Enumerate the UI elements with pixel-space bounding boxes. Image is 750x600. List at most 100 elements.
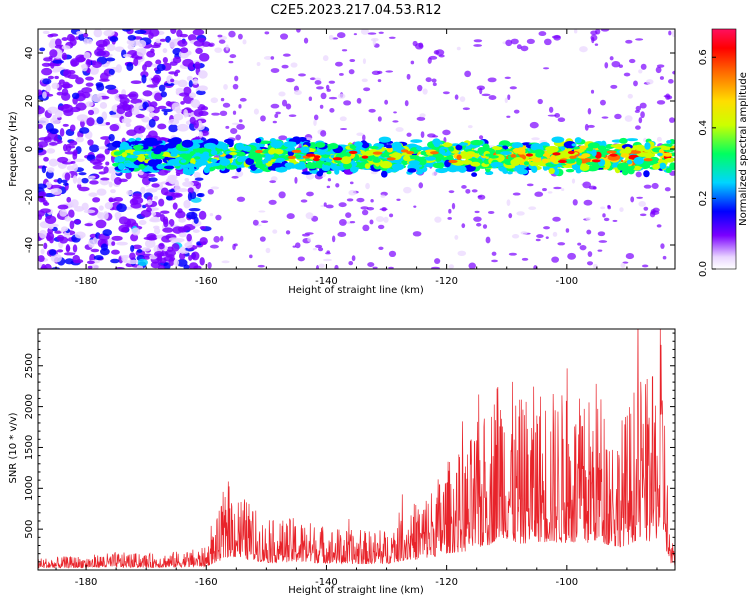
spectrogram-cell [81,63,88,72]
spectrogram-cell [133,57,139,67]
spectrogram-cell [625,39,633,44]
spectrogram-cell [581,153,591,158]
spectrogram-cell [64,258,75,265]
spectrogram-cell [547,114,557,117]
spectrogram-cell [110,189,116,194]
spectrogram-cell [76,114,89,122]
spectrogram-cell [230,127,238,135]
spectrogram-cell [378,136,392,143]
spectrogram-cell [215,142,228,149]
spectrogram-cell [388,36,396,39]
spectrogram-cell [643,158,653,162]
spectrogram-cell [327,178,332,182]
spectrogram-cell [72,175,78,184]
spectrogram-cell [448,146,455,152]
spectrogram-cell [601,116,609,119]
spectrogram-cell [547,191,553,194]
spectrogram-cell [47,75,55,80]
spectrogram-x-tick-label: -120 [435,276,458,287]
snr-y-tick-label: 1000 [24,476,35,501]
spectrogram-cell [339,116,347,122]
spectrogram-cell [367,32,377,35]
spectrogram-cell [141,176,151,186]
spectrogram-cell [590,89,595,94]
spectrogram-cell [85,82,94,87]
spectrogram-cell [130,141,140,145]
spectrogram-cell [199,257,205,266]
spectrogram-cell [41,165,47,174]
spectrogram-y-ticks: -40 -20 0 20 40 [24,47,675,253]
spectrogram-cell [268,148,275,155]
colorbar-gradient [711,28,737,270]
spectrogram-cell [193,265,202,269]
spectrogram-cell [629,150,638,154]
spectrogram-cell [658,148,665,154]
spectrogram-cell [61,52,68,61]
spectrogram-cell [646,79,654,85]
spectrogram-cell [64,151,76,155]
spectrogram-cell [218,39,226,44]
spectrogram-cell [633,80,638,87]
spectrogram-cell [83,38,89,45]
snr-x-label: Height of straight line (km) [288,585,424,596]
spectrogram-y-tick-label: 40 [24,47,35,60]
spectrogram-cell [114,266,125,269]
spectrogram-cell [288,114,297,118]
spectrogram-cell [38,261,42,269]
spectrogram-cell [513,109,520,114]
spectrogram-cell [432,82,437,87]
spectrogram-cell [583,158,592,162]
spectrogram-cell [660,146,672,151]
spectrogram-cell [127,34,137,41]
spectrogram-cell [168,178,177,184]
spectrogram-cell [576,158,582,166]
spectrogram-cell [40,266,48,269]
spectrogram-cell [221,260,230,264]
spectrogram-cell [363,87,371,92]
spectrogram-cell [348,150,358,154]
spectrogram-cell [193,156,201,160]
spectrogram-cell [131,227,141,236]
spectrogram-cell [149,29,160,37]
spectrogram-cell [305,173,315,180]
spectrogram-cell [337,231,347,237]
spectrogram-cell [364,163,371,169]
spectrogram-cell [335,61,343,67]
spectrogram-cell [228,60,234,64]
spectrogram-cell [55,38,62,47]
spectrogram-cell [378,246,384,250]
spectrogram-cell [325,84,330,90]
spectrogram-cell [175,210,186,219]
spectrogram-cell [153,150,162,155]
spectrogram-cell [64,172,71,181]
spectrogram-cell [372,158,381,163]
spectrogram-cell [505,39,513,47]
spectrogram-cell [234,75,239,82]
spectrogram-cell [623,72,631,77]
spectrogram-cell [38,137,51,141]
spectrogram-cell [249,254,253,259]
spectrogram-cell [620,153,630,158]
spectrogram-cell [534,191,544,197]
spectrogram-cell [102,211,109,220]
spectrogram-cell [651,182,659,190]
spectrogram-cell [325,204,334,209]
spectrogram-cell [507,94,511,101]
spectrogram-cell [89,180,99,185]
spectrogram-cell [361,142,370,149]
spectrogram-cell [586,261,593,266]
spectrogram-cell [158,198,165,207]
spectrogram-cell [270,56,275,60]
spectrogram-cell [567,252,577,260]
spectrogram-cell [193,216,199,224]
spectrogram-cell [438,162,445,169]
spectrogram-cell [451,202,456,210]
spectrogram-cell [643,184,652,189]
spectrogram-cell [420,158,427,166]
spectrogram-cell [134,29,147,35]
spectrogram-cell [98,146,109,150]
spectrogram-cell [114,158,121,163]
spectrogram-cell [117,162,126,170]
spectrogram-cell [61,226,69,232]
spectrogram-cell [468,262,477,269]
